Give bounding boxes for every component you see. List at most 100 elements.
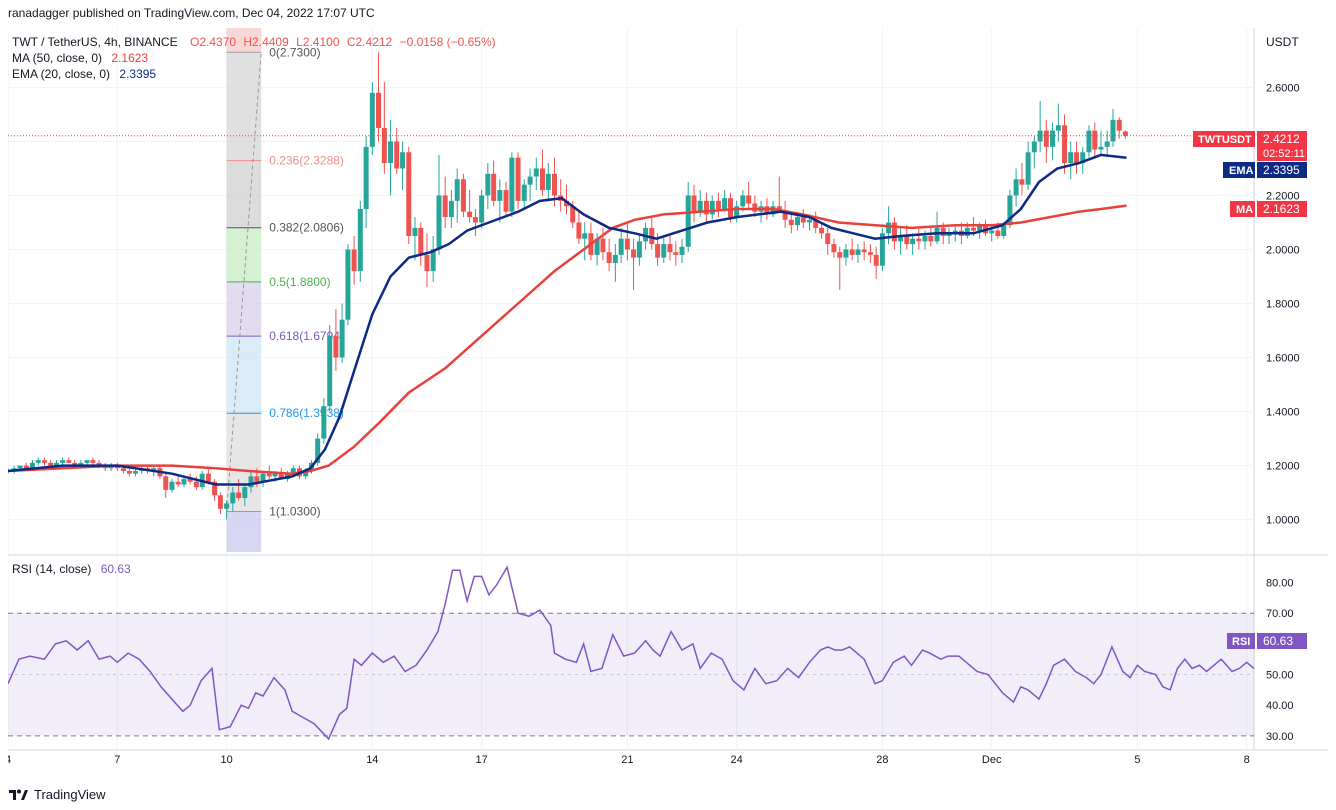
candle-body <box>740 195 746 207</box>
time-tick-label: 8 <box>1244 754 1250 766</box>
footer[interactable]: TradingView <box>8 784 106 804</box>
price-badge-value: 2.4212 <box>1263 132 1300 146</box>
candle-body <box>764 206 770 215</box>
chart-frame[interactable]: 0(2.7300) 0.236(2.3288) 0.382(2.0806) 0.5(1… <box>8 28 1328 780</box>
price-tick-label: 1.2000 <box>1266 461 1300 473</box>
candle-body <box>564 200 570 207</box>
time-tick-label: 7 <box>114 754 120 766</box>
candle-body <box>303 470 309 477</box>
legend-rsi-value: 60.63 <box>101 562 131 576</box>
candle-body <box>995 230 1001 236</box>
candle-body <box>321 406 327 439</box>
candle-body <box>278 473 284 480</box>
candle-body <box>1074 152 1080 164</box>
candlestick-series <box>8 52 1128 520</box>
rsi-badge-tag: RSI <box>1232 636 1250 648</box>
candle-body <box>527 176 533 185</box>
candle-body <box>412 227 418 236</box>
candle-body <box>709 200 715 215</box>
ma50-line <box>8 204 1127 475</box>
candle-body <box>376 92 382 128</box>
candle-body <box>230 492 236 504</box>
candle-body <box>685 195 691 247</box>
ma-badge-value: 2.1623 <box>1263 202 1300 216</box>
price-tick-label: 2.2000 <box>1266 190 1300 202</box>
ema-badge-value: 2.3395 <box>1263 163 1300 177</box>
candle-body <box>272 473 278 477</box>
legend-open: O2.4370 <box>190 35 236 49</box>
fib-zone <box>226 227 262 282</box>
time-axis[interactable]: 4 7 10 14 17 21 24 28 Dec 5 8 <box>8 754 1250 766</box>
price-tick-label: 1.6000 <box>1266 353 1300 365</box>
candle-body <box>679 246 685 255</box>
candle-body <box>248 476 254 488</box>
candle-body <box>333 335 339 358</box>
candle-body <box>904 235 910 245</box>
candle-body <box>436 195 442 250</box>
legend-ema: EMA (20, close, 0) 2.3395 <box>12 67 156 81</box>
candle-body <box>205 473 211 482</box>
legend-ema-value: 2.3395 <box>119 67 156 81</box>
rsi-badge-value: 60.63 <box>1263 634 1293 648</box>
candle-body <box>369 92 375 147</box>
candle-body <box>224 503 230 509</box>
legend-change: −0.0158 (−0.65%) <box>400 35 496 49</box>
fib-zone <box>226 160 262 228</box>
candle-body <box>813 219 819 228</box>
candle-body <box>351 249 357 272</box>
legend-low: L2.4100 <box>296 35 340 49</box>
fib-level-label: 0.786(1.3938) <box>269 406 344 420</box>
candle-body <box>236 492 242 498</box>
candle-body <box>964 227 970 236</box>
candle-body <box>1031 141 1037 153</box>
rsi-tick-label: 40.00 <box>1266 700 1294 712</box>
candle-body <box>782 211 788 220</box>
candle-body <box>624 238 630 250</box>
candle-body <box>794 217 800 226</box>
publisher-line: ranadagger published on TradingView.com,… <box>8 6 375 20</box>
fib-zone <box>226 52 262 161</box>
candle-body <box>175 481 181 485</box>
candle-body <box>576 222 582 239</box>
ema-badge-tag-bg <box>1223 162 1255 178</box>
candle-body <box>722 198 728 209</box>
candle-body <box>1025 152 1031 185</box>
legend-rsi-label: RSI (14, close) <box>12 562 91 576</box>
candle-body <box>217 495 223 509</box>
candle-body <box>521 184 527 201</box>
candle-body <box>1080 152 1086 164</box>
candle-body <box>952 230 958 234</box>
candle-body <box>910 238 916 245</box>
candle-body <box>29 462 35 469</box>
candle-body <box>928 235 934 242</box>
candle-body <box>886 222 892 234</box>
candle-body <box>643 227 649 242</box>
candle-body <box>460 179 466 212</box>
candle-body <box>1104 141 1110 147</box>
candle-body <box>430 249 436 272</box>
legend-ema-label: EMA (20, close, 0) <box>12 67 110 81</box>
candle-body <box>545 173 551 191</box>
rsi-band <box>8 612 1254 737</box>
candle-body <box>467 211 473 218</box>
time-tick-label: 24 <box>731 754 743 766</box>
candle-body <box>819 227 825 234</box>
legend-ohlc: O2.4370 H2.4409 L2.4100 C2.4212 −0.0158 … <box>190 35 496 49</box>
candle-body <box>114 465 120 469</box>
candle-body <box>497 190 503 201</box>
candle-body <box>734 206 740 218</box>
candle-body <box>509 157 515 212</box>
candle-body <box>169 481 175 490</box>
candle-body <box>254 476 260 482</box>
candle-body <box>1110 119 1116 142</box>
price-badge-symbol-bg <box>1193 131 1255 147</box>
candle-body <box>84 460 90 463</box>
candle-body <box>394 141 400 169</box>
candle-body <box>290 468 296 474</box>
candle-body <box>418 227 424 255</box>
fib-zone <box>226 336 262 414</box>
candle-body <box>861 249 867 253</box>
candle-body <box>970 227 976 231</box>
candle-body <box>1019 179 1025 185</box>
candle-body <box>600 238 606 253</box>
